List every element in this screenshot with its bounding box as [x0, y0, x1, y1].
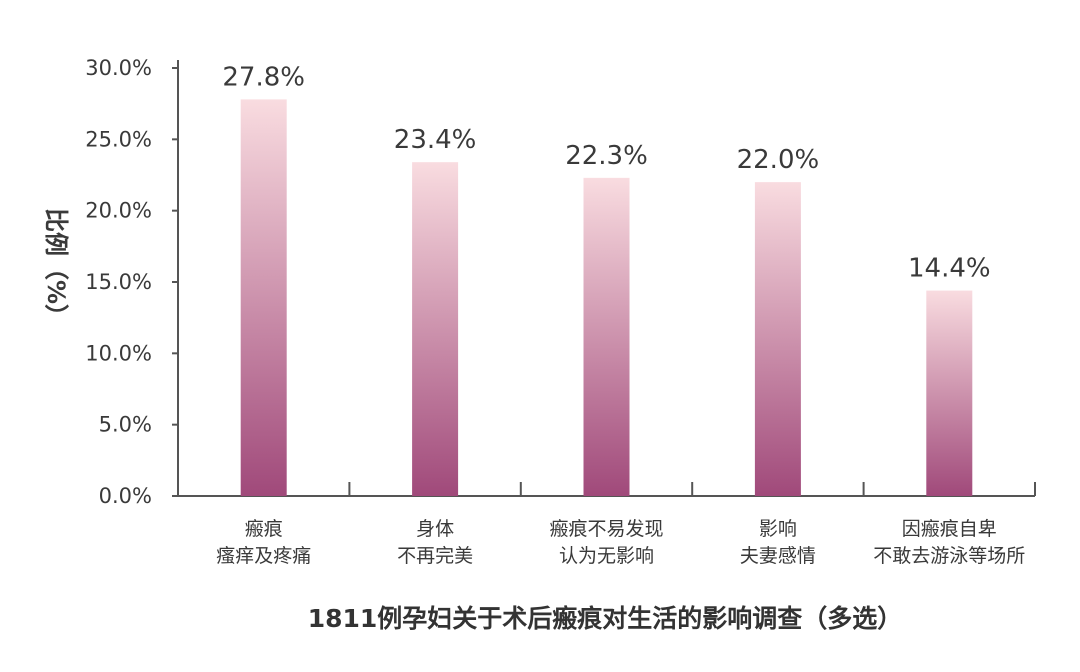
- x-tick-label: 影响: [759, 518, 797, 540]
- y-axis-label: 比例（%）: [42, 208, 70, 328]
- bar: [754, 182, 801, 496]
- y-tick-label: 5.0%: [99, 413, 152, 437]
- data-label: 27.8%: [222, 62, 305, 92]
- bar: [583, 177, 630, 496]
- y-tick-label: 30.0%: [85, 56, 152, 80]
- x-tick-label: 因瘢痕自卑: [902, 518, 997, 540]
- y-tick-label: 10.0%: [85, 341, 152, 365]
- x-tick-label: 不敢去游泳等场所: [873, 545, 1025, 567]
- x-axis-ticks: [348, 482, 1036, 496]
- x-tick-label: 不再完美: [397, 545, 473, 567]
- bars: 27.8% 23.4% 22.3% 22.0% 14.4%: [222, 62, 991, 497]
- x-tick-label: 瘢痕不易发现: [549, 518, 663, 540]
- x-tick-label: 瘢痕: [245, 518, 283, 540]
- chart-title: 1811例孕妇关于术后瘢痕对生活的影响调查（多选）: [308, 604, 903, 633]
- x-tick-label: 身体: [416, 518, 454, 540]
- bar: [926, 290, 973, 496]
- y-axis-ticks: 0.0% 5.0% 10.0% 15.0% 20.0% 25.0% 30.0%: [85, 56, 178, 508]
- bar: [412, 162, 459, 496]
- y-tick-label: 0.0%: [99, 484, 152, 508]
- data-label: 22.3%: [565, 141, 648, 171]
- y-tick-label: 25.0%: [85, 127, 152, 151]
- data-label: 23.4%: [394, 125, 477, 155]
- x-tick-label: 夫妻感情: [740, 545, 816, 567]
- data-label: 14.4%: [908, 254, 991, 284]
- bar: [240, 99, 287, 497]
- y-tick-label: 15.0%: [85, 270, 152, 294]
- data-label: 22.0%: [737, 145, 820, 175]
- x-tick-label: 认为无影响: [559, 545, 654, 567]
- y-tick-label: 20.0%: [85, 199, 152, 223]
- x-tick-label: 瘙痒及疼痛: [216, 545, 311, 567]
